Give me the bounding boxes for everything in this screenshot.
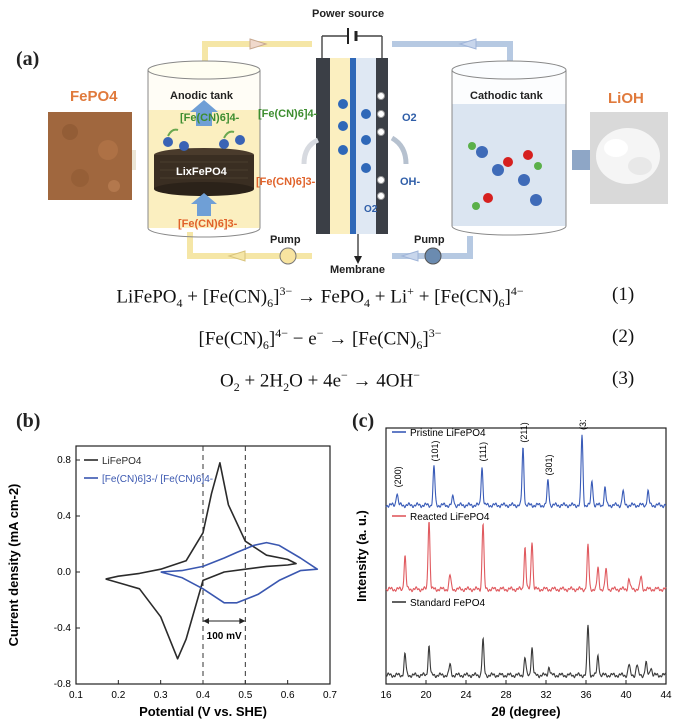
circuit-wires	[321, 35, 383, 58]
o2-label: O2	[402, 112, 417, 124]
legend-label: Reacted LiFePO4	[410, 512, 490, 523]
pump-right-icon	[424, 247, 442, 265]
x-tick-label: 32	[540, 690, 552, 701]
x-axis-label: 2θ (degree)	[491, 704, 560, 719]
x-tick-label: 0.3	[154, 690, 168, 701]
fecn3-anode-label: [Fe(CN)6]3-	[178, 218, 238, 230]
peak-label: (211)	[519, 422, 529, 442]
panel-c-label: (c)	[352, 410, 375, 432]
battery-icon	[347, 28, 358, 44]
lixfepo4-label: LixFePO4	[176, 166, 227, 178]
xrd-chart: 16 20 24 28 32 36 40 44 2θ (degree) Intensity (a.…	[354, 420, 672, 719]
y-axis-label: Intensity (a. u.)	[354, 510, 369, 602]
x-tick-label: 0.5	[238, 690, 252, 701]
x-tick-label: 40	[620, 690, 632, 701]
x-tick-label: 0.7	[323, 690, 337, 701]
lioh-powder-image	[590, 112, 668, 204]
legend-label: Pristine LiFePO4	[410, 428, 486, 439]
cathodic-tank-label: Cathodic tank	[470, 90, 543, 102]
flow-arrow-icon	[458, 38, 477, 50]
plot-frame	[385, 427, 667, 685]
flow-arrow-icon	[249, 38, 268, 50]
y-tick-label: -0.8	[54, 679, 72, 690]
fepo4-label: FePO4	[70, 88, 118, 105]
electrochemical-cell	[316, 58, 388, 264]
x-tick-label: 0.2	[111, 690, 125, 701]
y-tick-label: 0.0	[57, 567, 71, 578]
fecn4-anode-label: [Fe(CN)6]4-	[180, 112, 240, 124]
pump-right-label: Pump	[414, 234, 445, 246]
x-tick-label: 24	[460, 690, 472, 701]
flow-arrow-icon	[227, 250, 246, 262]
power-source-label: Power source	[312, 8, 385, 20]
peak-label: (301)	[544, 454, 554, 475]
series-line	[385, 624, 667, 679]
y-tick-label: 0.4	[57, 511, 71, 522]
up-arrow-icon	[191, 193, 217, 216]
fecn-arrow-icon	[301, 137, 320, 165]
x-tick-label: 36	[580, 690, 592, 701]
series-line	[160, 541, 319, 604]
panel-a-label: (a)	[16, 48, 40, 70]
peak-label: (111)	[478, 442, 488, 462]
cv-chart: 0.1 0.2 0.3 0.4 0.5 0.6 0.7 -0.8 -0.4 0.0 0.4 0.8 Po…	[6, 445, 337, 719]
anolyte-pipes	[187, 41, 312, 259]
up-arrow-icon	[190, 100, 218, 126]
anodic-tank	[147, 60, 261, 238]
y-axis-label: Current density (mA cm-2)	[6, 484, 21, 647]
peak-label: (311)	[578, 420, 588, 430]
x-axis-label: Potential (V vs. SHE)	[139, 704, 267, 719]
equation-number: (1)	[612, 284, 635, 305]
legend-label: Standard FePO4	[410, 598, 485, 609]
membrane-label: Membrane	[330, 264, 386, 276]
series-line	[385, 434, 667, 509]
x-tick-label: 0.6	[281, 690, 295, 701]
series-line	[385, 521, 667, 593]
x-tick-label: 28	[500, 690, 512, 701]
cathodic-tank	[451, 60, 567, 236]
x-tick-label: 0.1	[69, 690, 83, 701]
arrowhead-icon	[239, 618, 246, 624]
oh-label: OH-	[400, 176, 421, 188]
fepo4-powder-image	[48, 112, 132, 200]
legend-label: LiFePO4	[102, 456, 142, 467]
x-tick-label: 44	[660, 690, 672, 701]
anodic-tank-label: Anodic tank	[170, 90, 233, 102]
fecn3-cell-label: [Fe(CN)6]3-	[256, 176, 316, 188]
arrowhead-icon	[203, 618, 209, 624]
panel-b-label: (b)	[16, 410, 41, 432]
equation-number: (2)	[612, 326, 635, 347]
peak-label: (101)	[430, 440, 440, 461]
pump-left-label: Pump	[270, 234, 301, 246]
x-tick-label: 0.4	[196, 690, 210, 701]
lioh-label: LiOH	[608, 90, 644, 107]
ion-particles	[163, 128, 245, 151]
fecn4-cell-label: [Fe(CN)6]4-	[258, 108, 318, 120]
ion-particles	[468, 142, 542, 210]
y-tick-label: -0.4	[54, 623, 72, 634]
schematic-diagram	[48, 28, 668, 265]
peak-label: (200)	[393, 466, 403, 487]
x-tick-label: 16	[380, 690, 392, 701]
pump-left-icon	[279, 247, 297, 265]
y-tick-label: 0.8	[57, 455, 71, 466]
oh-arrow-icon	[390, 135, 409, 165]
flow-arrow-icon	[400, 250, 419, 262]
x-tick-label: 20	[420, 690, 432, 701]
series-line	[105, 462, 297, 660]
equation-number: (3)	[612, 368, 635, 389]
o2-cell-label: O2	[364, 204, 378, 215]
span-annotation: 100 mV	[207, 631, 242, 642]
legend-label: [Fe(CN)6]3-/ [Fe(CN)6]4-	[102, 474, 213, 485]
